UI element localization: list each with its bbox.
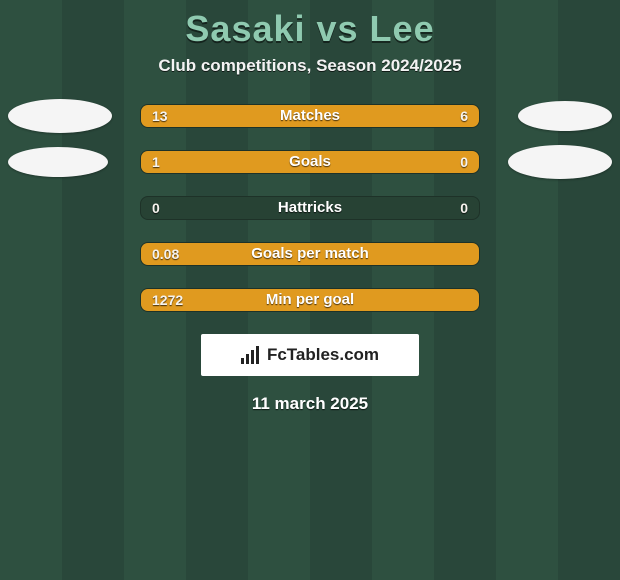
value-left: 1 xyxy=(152,150,160,174)
metric-label: Min per goal xyxy=(140,288,480,312)
metric-label: Goals per match xyxy=(140,242,480,266)
brand-badge: FcTables.com xyxy=(201,334,419,376)
page-subtitle: Club competitions, Season 2024/2025 xyxy=(0,56,620,76)
stat-row: Goals1 0 xyxy=(0,150,620,174)
stat-row: Min per goal1272 xyxy=(0,288,620,312)
value-left: 0.08 xyxy=(152,242,179,266)
avatar-right xyxy=(518,101,612,131)
value-left: 13 xyxy=(152,104,168,128)
metric-label: Goals xyxy=(140,150,480,174)
value-right: 0 xyxy=(460,196,468,220)
stat-row: Hattricks0 0 xyxy=(0,196,620,220)
stat-row: Matches13 6 xyxy=(0,104,620,128)
page-title: Sasaki vs Lee xyxy=(0,8,620,50)
value-right: 6 xyxy=(460,104,468,128)
avatar-left xyxy=(8,147,108,177)
date-label: 11 march 2025 xyxy=(0,394,620,414)
metric-label: Matches xyxy=(140,104,480,128)
bar-chart-icon xyxy=(241,346,261,364)
avatar-left xyxy=(8,99,112,133)
avatar-right xyxy=(508,145,612,179)
stat-row: Goals per match0.08 xyxy=(0,242,620,266)
brand-text: FcTables.com xyxy=(267,345,379,365)
metric-label: Hattricks xyxy=(140,196,480,220)
value-right: 0 xyxy=(460,150,468,174)
value-left: 0 xyxy=(152,196,160,220)
value-left: 1272 xyxy=(152,288,183,312)
stats-rows: Matches136Goals10Hattricks00Goals per ma… xyxy=(0,104,620,312)
